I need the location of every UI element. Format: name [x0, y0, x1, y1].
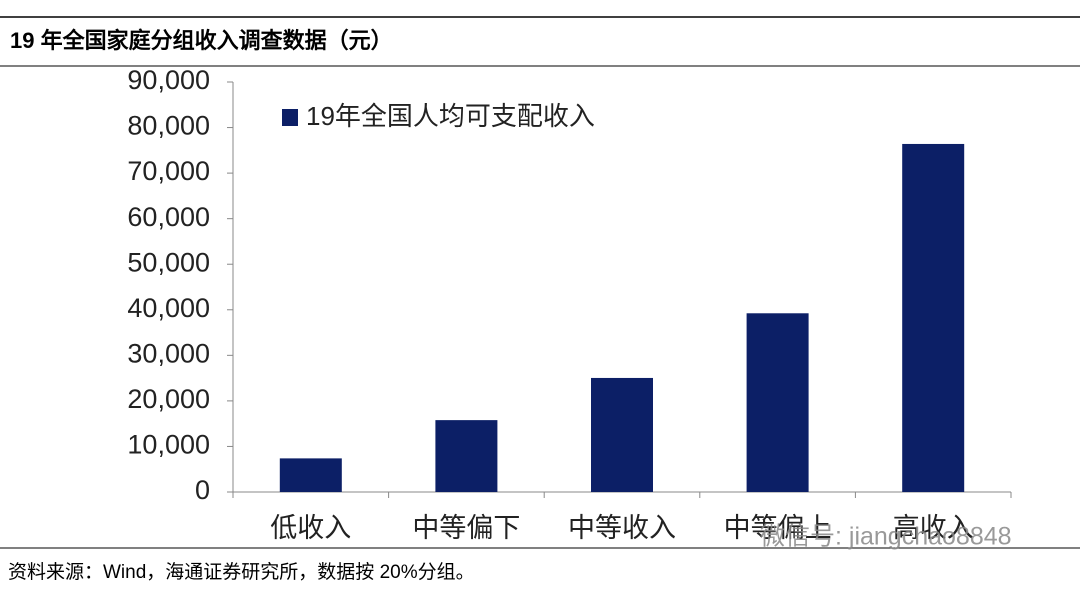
bar [746, 313, 809, 492]
source: 资料来源：Wind，海通证券研究所，数据按 20%分组。 [8, 561, 475, 583]
x-tick-label: 高收入 [893, 513, 974, 543]
y-tick-label: 90,000 [127, 65, 210, 95]
x-tick-label: 中等偏下 [412, 513, 520, 543]
chart-title: 19 年全国家庭分组收入调查数据（元） [10, 28, 393, 53]
watermark: 微信号: jiangchao8848 [760, 523, 1012, 551]
y-tick-label: 80,000 [127, 111, 210, 141]
bar [902, 143, 965, 493]
bar [279, 458, 342, 492]
legend-label: 19年全国人均可支配收入 [306, 101, 595, 131]
legend-swatch [282, 109, 298, 126]
y-tick-label: 20,000 [127, 384, 210, 414]
y-tick-label: 10,000 [127, 430, 210, 460]
y-tick-label: 30,000 [127, 338, 210, 368]
bar [591, 377, 653, 492]
y-tick-label: 50,000 [127, 247, 210, 277]
y-tick-label: 60,000 [127, 202, 210, 232]
y-tick-label: 40,000 [127, 293, 210, 323]
bar [435, 420, 498, 492]
x-tick-label: 中等收入 [568, 513, 676, 543]
x-tick-label: 低收入 [270, 513, 351, 543]
y-tick-label: 70,000 [127, 156, 210, 186]
x-tick-label: 中等偏上 [724, 513, 832, 543]
y-tick-label: 0 [195, 475, 210, 505]
